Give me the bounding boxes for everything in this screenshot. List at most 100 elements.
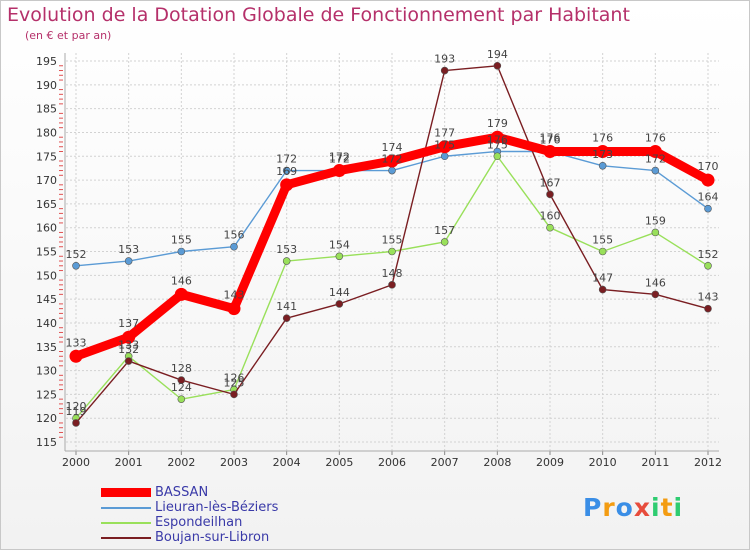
y-tick-label: 145	[36, 293, 57, 306]
legend-item-lieuran[interactable]: Lieuran-lès-Béziers	[101, 500, 278, 515]
data-label: 155	[382, 234, 403, 247]
data-label: 153	[276, 243, 297, 256]
data-label: 147	[592, 272, 613, 285]
data-point	[598, 285, 607, 294]
y-tick-label: 140	[36, 317, 57, 330]
data-label: 155	[592, 234, 613, 247]
y-tick-label: 195	[36, 55, 57, 68]
data-point	[440, 66, 449, 75]
y-tick-label: 175	[36, 150, 57, 163]
data-label: 152	[698, 248, 719, 261]
data-point	[230, 390, 238, 399]
data-label: 175	[434, 138, 455, 151]
data-label: 125	[224, 376, 245, 389]
data-label: 174	[382, 141, 403, 154]
legend-item-bassan[interactable]: BASSAN	[101, 485, 278, 500]
data-label: 193	[434, 53, 455, 66]
y-tick-label: 160	[36, 222, 57, 235]
legend-swatch	[101, 506, 151, 509]
data-point	[177, 247, 186, 256]
data-point	[332, 164, 346, 178]
data-point	[598, 161, 607, 170]
data-label: 160	[540, 210, 561, 223]
data-point	[546, 190, 554, 199]
data-point	[335, 300, 344, 308]
x-tick-label: 2007	[431, 456, 459, 469]
x-tick-label: 2011	[641, 456, 669, 469]
data-label: 124	[171, 381, 192, 394]
data-point	[335, 252, 344, 261]
x-tick-label: 2002	[167, 456, 195, 469]
data-label: 153	[118, 243, 139, 256]
data-point	[490, 130, 504, 144]
data-point	[174, 287, 188, 301]
data-point	[493, 61, 502, 70]
data-point	[388, 166, 396, 175]
legend-label: Lieuran-lès-Béziers	[155, 500, 279, 515]
legend-item-espondeilhan[interactable]: Espondeilhan	[101, 515, 278, 530]
data-label: 177	[434, 127, 455, 140]
data-label: 194	[487, 48, 508, 61]
data-label: 176	[645, 131, 666, 144]
legend-label: BASSAN	[155, 485, 209, 500]
data-point	[388, 247, 396, 256]
logo-letter: t	[660, 493, 674, 522]
data-label: 146	[171, 274, 192, 287]
data-point	[651, 228, 660, 237]
data-point	[230, 242, 238, 251]
data-label: 172	[382, 153, 403, 166]
data-point	[72, 261, 80, 270]
data-label: 179	[487, 117, 508, 130]
data-point	[701, 173, 715, 187]
data-point	[388, 281, 396, 289]
data-point	[177, 395, 186, 403]
y-tick-label: 170	[36, 174, 57, 187]
x-tick-label: 2012	[694, 456, 722, 469]
legend-item-boujan[interactable]: Boujan-sur-Libron	[101, 530, 278, 545]
y-tick-label: 190	[36, 79, 57, 92]
logo-letter: o	[615, 493, 634, 522]
x-tick-label: 2005	[325, 456, 353, 469]
data-point	[282, 257, 291, 265]
data-point	[124, 257, 133, 265]
data-label: 176	[540, 131, 561, 144]
data-point	[438, 140, 452, 154]
data-point	[704, 304, 712, 313]
series-3	[72, 61, 712, 427]
x-tick-label: 2000	[62, 456, 90, 469]
data-label: 156	[224, 229, 245, 242]
data-point	[440, 238, 449, 246]
data-label: 170	[698, 160, 719, 173]
series-group	[69, 61, 715, 427]
y-tick-label: 130	[36, 365, 57, 378]
x-tick-label: 2009	[536, 456, 564, 469]
x-tick-label: 2006	[378, 456, 406, 469]
x-tick-label: 2001	[115, 456, 143, 469]
data-label: 176	[540, 133, 561, 146]
gridlines	[66, 53, 719, 451]
data-point	[543, 144, 557, 158]
y-tick-label: 150	[36, 269, 57, 282]
data-label: 141	[276, 300, 297, 313]
data-label: 172	[645, 153, 666, 166]
data-label: 126	[224, 372, 245, 385]
data-label: 120	[66, 400, 87, 413]
data-label: 144	[329, 286, 350, 299]
data-label: 143	[698, 291, 719, 304]
data-label: 172	[329, 151, 350, 164]
data-label: 176	[592, 131, 613, 144]
data-label: 132	[118, 343, 139, 356]
data-point	[282, 166, 291, 175]
y-tick-label: 180	[36, 126, 57, 139]
data-point	[122, 330, 136, 344]
data-label: 137	[118, 317, 139, 330]
data-point	[546, 223, 554, 232]
data-point	[493, 152, 502, 161]
data-label: 119	[66, 405, 87, 418]
data-label: 143	[224, 289, 245, 302]
logo-letter: i	[651, 493, 661, 522]
chart-subtitle: (en € et par an)	[25, 29, 112, 42]
data-label: 172	[329, 153, 350, 166]
